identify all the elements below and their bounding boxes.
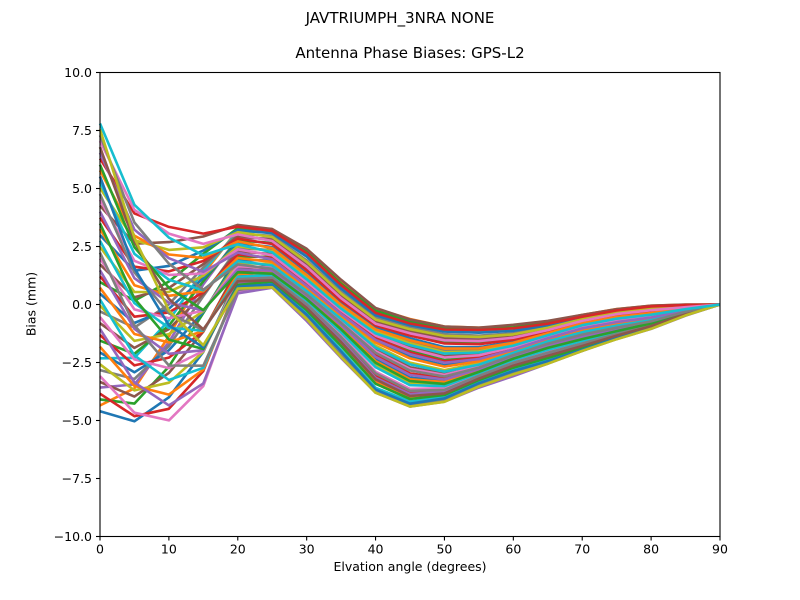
- bias-curve: [98, 122, 721, 355]
- plot-title: Antenna Phase Biases: GPS-L2: [295, 44, 525, 62]
- y-tick-label: −2.5: [62, 355, 92, 370]
- y-tick-label: 5.0: [72, 181, 92, 196]
- y-tick-label: −5.0: [62, 413, 92, 428]
- x-tick-label: 30: [299, 542, 315, 557]
- y-tick-label: 0.0: [72, 297, 92, 312]
- x-tick-label: 90: [712, 542, 728, 557]
- bias-curve: [98, 199, 721, 359]
- x-tick-label: 80: [643, 542, 659, 557]
- bias-curve: [98, 164, 721, 386]
- x-tick-label: 10: [161, 542, 177, 557]
- y-tick-label: 10.0: [64, 65, 92, 80]
- x-tick-label: 20: [230, 542, 246, 557]
- x-tick-label: 0: [96, 542, 104, 557]
- bias-curve: [98, 152, 721, 365]
- x-tick-label: 70: [574, 542, 590, 557]
- bias-curve: [98, 157, 721, 332]
- x-tick-label: 60: [505, 542, 521, 557]
- x-tick-label: 40: [368, 542, 384, 557]
- plot-suptitle: JAVTRIUMPH_3NRA NONE: [305, 9, 495, 27]
- y-axis-label: Bias (mm): [23, 271, 39, 337]
- x-tick-label: 50: [436, 542, 452, 557]
- bias-curve: [98, 128, 721, 408]
- bias-curve: [98, 146, 721, 398]
- bias-curve: [98, 140, 721, 343]
- y-tick-label: −7.5: [62, 471, 92, 486]
- bias-curve: [98, 176, 721, 406]
- bias-curve: [98, 169, 721, 350]
- bias-curve: [98, 134, 721, 378]
- y-tick-label: 2.5: [72, 239, 92, 254]
- bias-curve: [98, 187, 721, 339]
- y-tick-label: 7.5: [72, 123, 92, 138]
- x-axis-label: Elvation angle (degrees): [333, 559, 487, 574]
- y-tick-label: −10.0: [54, 529, 92, 544]
